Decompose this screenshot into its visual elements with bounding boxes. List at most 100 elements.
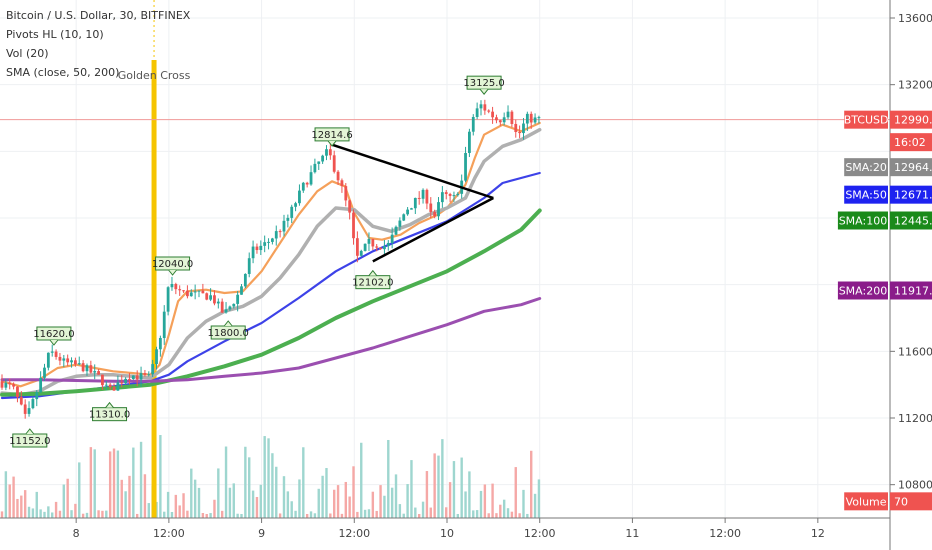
- candle-body: [305, 182, 309, 185]
- volume-bar: [460, 457, 463, 518]
- pivot-labels: 11620.0 11152.0 11310.0 12040.0 11800.0 12814…: [9, 75, 505, 448]
- price-tag-value: 11917.3: [894, 285, 932, 298]
- volume-bar: [537, 479, 541, 518]
- volume-bar: [499, 504, 502, 518]
- volume-bar: [313, 513, 317, 518]
- volume-bar: [421, 501, 425, 518]
- candle-body: [263, 242, 267, 246]
- volume-bar: [275, 466, 278, 518]
- candle-body: [317, 161, 321, 164]
- candle-body: [383, 246, 386, 250]
- candle-body: [514, 123, 518, 133]
- pivot-pointer: [168, 269, 177, 276]
- volume-bar: [491, 483, 494, 518]
- candle-body: [379, 247, 382, 250]
- volume-bar: [31, 508, 35, 518]
- volume-bar: [66, 478, 69, 518]
- volume-bars: [0, 435, 541, 518]
- candle-body: [39, 377, 43, 393]
- y-axis[interactable]: 13600.0 13200.0 11600.0 11200.0 10800.0: [889, 0, 932, 550]
- volume-bar: [12, 476, 15, 518]
- pivot-label: 11310.0: [89, 410, 130, 421]
- x-tick-label: 11: [625, 527, 639, 540]
- pivot-label: 12814.6: [311, 130, 352, 141]
- volume-bar: [240, 513, 243, 518]
- volume-bar: [452, 461, 456, 518]
- pivot-low: 11800.0: [208, 320, 249, 340]
- volume-bar: [526, 513, 529, 518]
- volume-bar: [282, 476, 286, 518]
- candle-body: [394, 226, 398, 235]
- candle-body: [4, 382, 8, 388]
- indicator-pivots[interactable]: Pivots HL (10, 10): [6, 28, 104, 41]
- candle-body: [440, 192, 444, 203]
- volume-bar: [197, 487, 201, 518]
- volume-bar: [74, 503, 77, 518]
- volume-bar: [54, 501, 58, 518]
- candle-body: [468, 131, 471, 153]
- y-tick-label: 11600.0: [898, 345, 932, 358]
- volume-bar: [305, 513, 309, 518]
- price-tag-value-bg: [890, 185, 932, 204]
- price-tag-name: SMA:200: [839, 285, 888, 298]
- x-tick-label: 10: [440, 527, 454, 540]
- triangle-upper-edge: [331, 143, 494, 200]
- chart-legend: Bitcoin / U.S. Dollar, 30, BITFINEX Pivo…: [6, 6, 190, 82]
- symbol-title[interactable]: Bitcoin / U.S. Dollar, 30, BITFINEX: [6, 9, 191, 22]
- price-tag-value-bg: [890, 211, 932, 230]
- sma-line: [0, 297, 542, 383]
- candle-body: [31, 399, 35, 409]
- candle-body: [313, 163, 317, 173]
- candle-body: [267, 241, 270, 243]
- candle-body: [406, 209, 409, 215]
- volume-bar: [174, 494, 178, 518]
- candle-body: [104, 384, 108, 386]
- volume-bar: [472, 510, 475, 518]
- indicator-volume[interactable]: Vol (20): [6, 47, 49, 60]
- pivot-low: 12102.0: [352, 269, 394, 290]
- volume-bar: [379, 485, 382, 518]
- candle-body: [247, 258, 251, 274]
- volume-bar: [112, 448, 116, 518]
- x-tick-label: 12:00: [338, 527, 370, 540]
- volume-bar: [387, 439, 390, 518]
- pivot-low: 11152.0: [9, 428, 50, 448]
- candle-body: [50, 351, 54, 353]
- candle-body: [232, 303, 236, 307]
- volume-bar: [170, 511, 174, 518]
- candle-body: [93, 371, 97, 373]
- volume-bar: [271, 453, 274, 518]
- candle-body: [216, 301, 220, 304]
- volume-bar: [340, 513, 344, 518]
- volume-bar: [290, 501, 293, 518]
- candle-body: [139, 373, 143, 380]
- candle-body: [135, 375, 139, 380]
- x-axis[interactable]: 8 12:00 9 12:00 10 12:00 11 12:00 12: [0, 517, 890, 540]
- pivot-label: 11800.0: [208, 328, 249, 339]
- volume-bar: [20, 495, 23, 518]
- price-tag-value: 16:02: [894, 136, 926, 149]
- price-tag-name: Volume: [846, 495, 887, 508]
- x-tick-label: 12: [811, 527, 825, 540]
- candle-body: [182, 290, 185, 292]
- pivot-pointer: [105, 401, 114, 408]
- volume-bar: [259, 484, 263, 518]
- candle-body: [43, 367, 46, 378]
- pivot-pointer: [368, 269, 378, 276]
- candle-body: [286, 217, 290, 221]
- candle-body: [143, 373, 147, 375]
- candle-body: [375, 246, 379, 248]
- candle-body: [73, 360, 77, 365]
- candle-body: [189, 292, 193, 297]
- volume-bar: [108, 451, 112, 518]
- price-tag: 16:02: [890, 133, 932, 152]
- volume-bar: [89, 447, 93, 518]
- volume-bar: [85, 512, 89, 518]
- candle-body: [483, 104, 487, 111]
- indicator-sma[interactable]: SMA (close, 50, 200): [6, 66, 120, 79]
- price-tag-name: SMA:20: [845, 161, 887, 174]
- volume-bar: [255, 496, 259, 518]
- candle-body: [243, 273, 247, 287]
- volume-bar: [101, 510, 104, 518]
- candle-body: [464, 152, 467, 181]
